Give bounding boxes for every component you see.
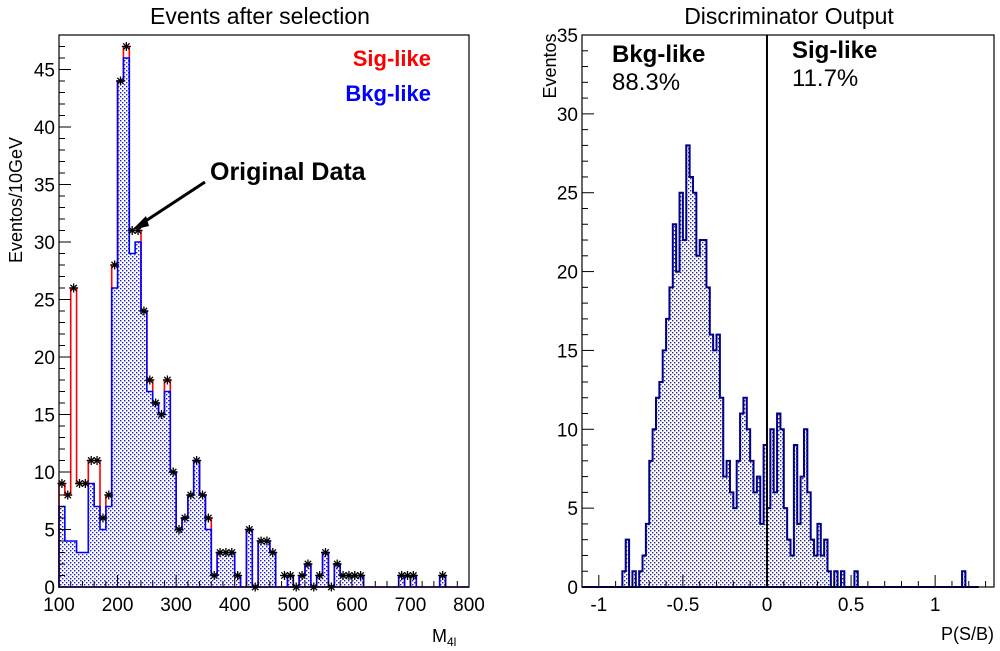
data-point bbox=[80, 479, 90, 488]
data-point bbox=[186, 490, 196, 500]
y-tick-label: 0 bbox=[44, 578, 55, 599]
bkg-like-label: Bkg-like bbox=[612, 41, 705, 68]
y-tick-label: 5 bbox=[44, 521, 55, 542]
data-point bbox=[151, 398, 161, 408]
y-tick-label: 10 bbox=[34, 463, 55, 484]
left-xlabel: M4l bbox=[432, 626, 456, 649]
data-point bbox=[356, 571, 366, 580]
data-point bbox=[227, 548, 237, 557]
y-tick-label: 5 bbox=[567, 499, 578, 520]
x-tick-label: -1 bbox=[590, 595, 607, 616]
y-tick-label: 10 bbox=[557, 420, 578, 441]
sig-like-percent: 11.7% bbox=[792, 65, 858, 92]
x-tick-label: 0.5 bbox=[838, 595, 864, 616]
data-point bbox=[268, 548, 278, 557]
data-point bbox=[92, 456, 102, 465]
y-tick-label: 45 bbox=[34, 61, 55, 82]
data-point bbox=[104, 490, 114, 500]
left-y-axis-title: Eventos/10GeV bbox=[6, 137, 26, 263]
data-point bbox=[192, 456, 202, 465]
y-tick-label: 0 bbox=[567, 578, 578, 599]
data-point bbox=[121, 42, 131, 51]
y-tick-label: 20 bbox=[34, 348, 55, 369]
data-point bbox=[244, 525, 254, 534]
data-point bbox=[110, 260, 120, 270]
data-point bbox=[438, 571, 448, 580]
original-data-arrow bbox=[132, 180, 206, 230]
right-plot-area: 0 5 10 15 20 25 30 35 -1 -0.5 0 0.5 1 bbox=[557, 26, 995, 616]
data-point bbox=[198, 490, 207, 500]
y-tick-label: 40 bbox=[34, 118, 55, 139]
sig-like-label: Sig-like bbox=[792, 37, 877, 64]
y-tick-label: 30 bbox=[34, 233, 55, 254]
data-point bbox=[157, 410, 166, 419]
data-point bbox=[321, 548, 330, 557]
x-tick-label: 700 bbox=[395, 595, 427, 616]
data-point bbox=[139, 306, 149, 316]
x-tick-label: 200 bbox=[102, 595, 134, 616]
x-tick-label: 0 bbox=[762, 595, 773, 616]
left-chart-title: Events after selection bbox=[150, 3, 370, 29]
data-point bbox=[332, 559, 342, 569]
x-tick-label: 600 bbox=[336, 595, 368, 616]
y-tick-label: 25 bbox=[34, 291, 55, 312]
data-point bbox=[133, 226, 143, 235]
discriminator-histogram bbox=[582, 144, 979, 588]
data-point bbox=[262, 536, 272, 546]
left-chart: Events after selection 0 5 10 15 20 25 30 35 40 4… bbox=[6, 3, 485, 649]
data-point bbox=[168, 467, 178, 477]
x-tick-label: 1 bbox=[930, 595, 941, 616]
y-tick-label: 20 bbox=[557, 263, 578, 284]
y-tick-label: 30 bbox=[557, 105, 578, 126]
legend-bkg-like: Bkg-like bbox=[345, 81, 431, 106]
data-point bbox=[98, 513, 108, 523]
data-point bbox=[209, 571, 219, 580]
bkg-like-percent: 88.3% bbox=[612, 69, 680, 96]
y-tick-label: 15 bbox=[557, 341, 578, 362]
data-point bbox=[180, 513, 190, 523]
legend-sig-like: Sig-like bbox=[353, 46, 431, 71]
right-chart-title: Discriminator Output bbox=[684, 3, 894, 29]
x-tick-label: 800 bbox=[453, 595, 485, 616]
data-point bbox=[162, 375, 172, 385]
right-ylabel: Eventos bbox=[540, 33, 560, 98]
data-point bbox=[397, 571, 407, 580]
data-point bbox=[116, 76, 125, 86]
original-data-annotation: Original Data bbox=[210, 158, 367, 186]
y-tick-label: 15 bbox=[34, 406, 55, 427]
data-point bbox=[315, 571, 325, 580]
x-tick-label: 500 bbox=[277, 595, 309, 616]
x-tick-label: -0.5 bbox=[667, 595, 700, 616]
data-point bbox=[69, 283, 79, 293]
data-point bbox=[303, 559, 313, 569]
x-tick-label: 300 bbox=[160, 595, 192, 616]
data-point bbox=[174, 525, 184, 534]
bkg-like-histogram bbox=[58, 57, 469, 588]
right-xlabel: P(S/B) bbox=[941, 624, 994, 644]
y-tick-label: 25 bbox=[557, 184, 578, 205]
data-point bbox=[233, 571, 243, 580]
y-tick-label: 35 bbox=[34, 176, 55, 197]
x-tick-label: 100 bbox=[43, 595, 75, 616]
left-ylabel: Eventos/10GeV bbox=[6, 137, 26, 263]
data-point bbox=[145, 375, 155, 385]
right-y-axis-title: Eventos bbox=[540, 33, 560, 98]
left-plot-area: 0 5 10 15 20 25 30 35 40 45 100 200 300 400 500 600 700 8… bbox=[34, 34, 485, 616]
x-tick-label: 400 bbox=[219, 595, 251, 616]
y-tick-label: 35 bbox=[557, 26, 578, 47]
data-point bbox=[203, 513, 213, 523]
plot-frame bbox=[581, 34, 995, 588]
data-point bbox=[297, 571, 307, 580]
